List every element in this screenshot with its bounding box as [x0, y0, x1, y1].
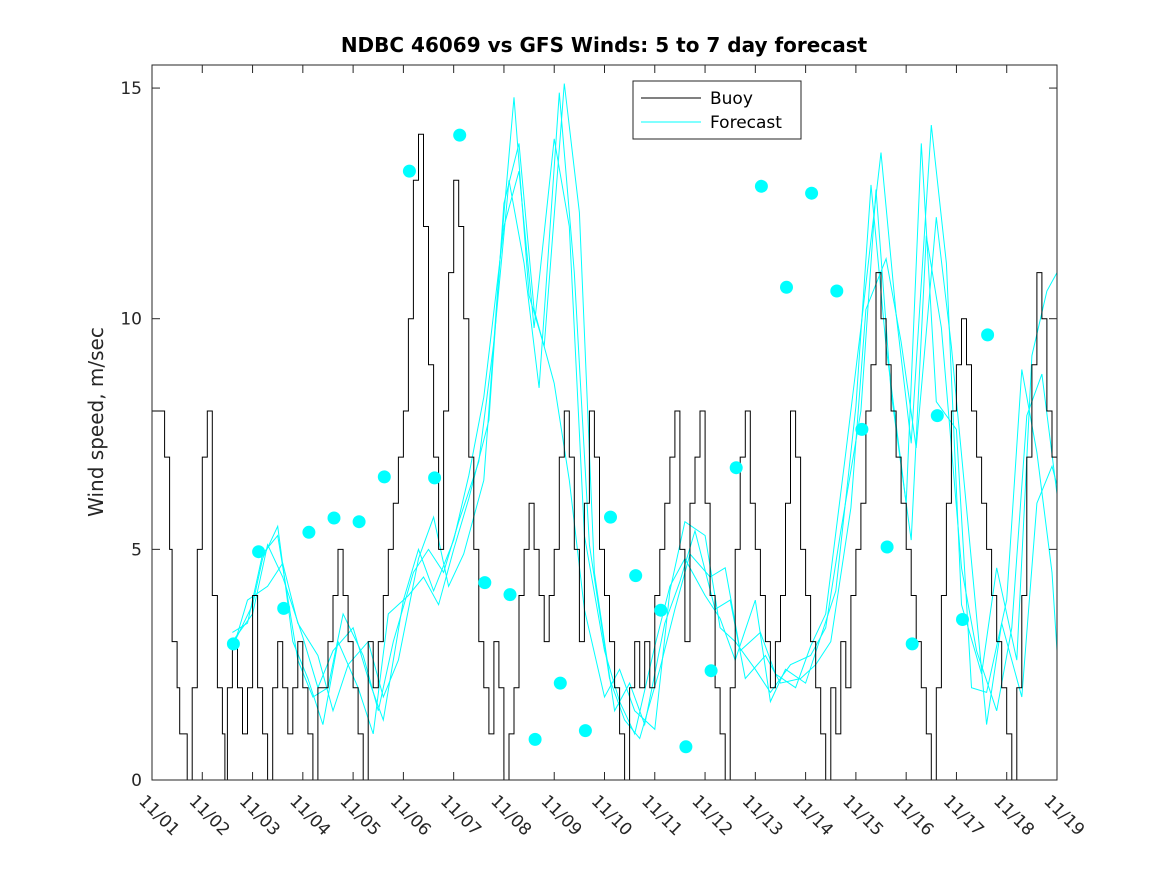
legend-buoy-label: Buoy — [710, 89, 753, 109]
y-axis-label: Wind speed, m/sec — [84, 327, 108, 517]
forecast-marker — [930, 409, 944, 423]
forecast-marker — [478, 576, 492, 590]
forecast-marker — [729, 461, 743, 475]
forecast-marker — [704, 664, 718, 678]
y-tick-label: 0 — [131, 771, 142, 791]
chart-title: NDBC 46069 vs GFS Winds: 5 to 7 day fore… — [341, 33, 868, 57]
forecast-marker — [905, 637, 919, 651]
forecast-marker — [553, 676, 567, 690]
forecast-marker — [629, 569, 643, 583]
forecast-marker — [226, 637, 240, 651]
y-tick-label: 5 — [131, 540, 142, 560]
buoy-line — [152, 133, 1057, 781]
forecast-marker — [302, 525, 316, 539]
marker-layer — [226, 128, 995, 754]
forecast-marker — [402, 164, 416, 178]
forecast-marker — [428, 471, 442, 485]
series-layer — [152, 83, 1058, 781]
y-tick-label: 10 — [120, 310, 142, 330]
forecast-marker — [654, 603, 668, 617]
forecast-marker — [528, 732, 542, 746]
legend: Buoy Forecast — [632, 80, 802, 140]
forecast-marker — [855, 422, 869, 436]
forecast-marker — [377, 470, 391, 484]
y-tick-label: 15 — [120, 79, 142, 99]
forecast-marker — [880, 540, 894, 554]
forecast-marker — [578, 724, 592, 738]
legend-box — [632, 80, 802, 140]
forecast-marker — [981, 328, 995, 342]
forecast-marker — [252, 545, 266, 559]
forecast-marker — [453, 128, 467, 142]
forecast-marker — [805, 186, 819, 200]
forecast-marker — [780, 280, 793, 294]
forecast-marker — [352, 515, 366, 529]
legend-forecast-label: Forecast — [710, 113, 782, 133]
forecast-marker — [327, 511, 341, 525]
forecast-marker — [604, 510, 617, 524]
forecast-line-1 — [231, 143, 1058, 735]
forecast-marker — [956, 613, 969, 626]
forecast-marker — [277, 601, 291, 615]
forecast-marker — [754, 179, 768, 193]
forecast-marker — [679, 740, 693, 754]
forecast-marker — [503, 588, 517, 602]
forecast-marker — [830, 284, 844, 298]
